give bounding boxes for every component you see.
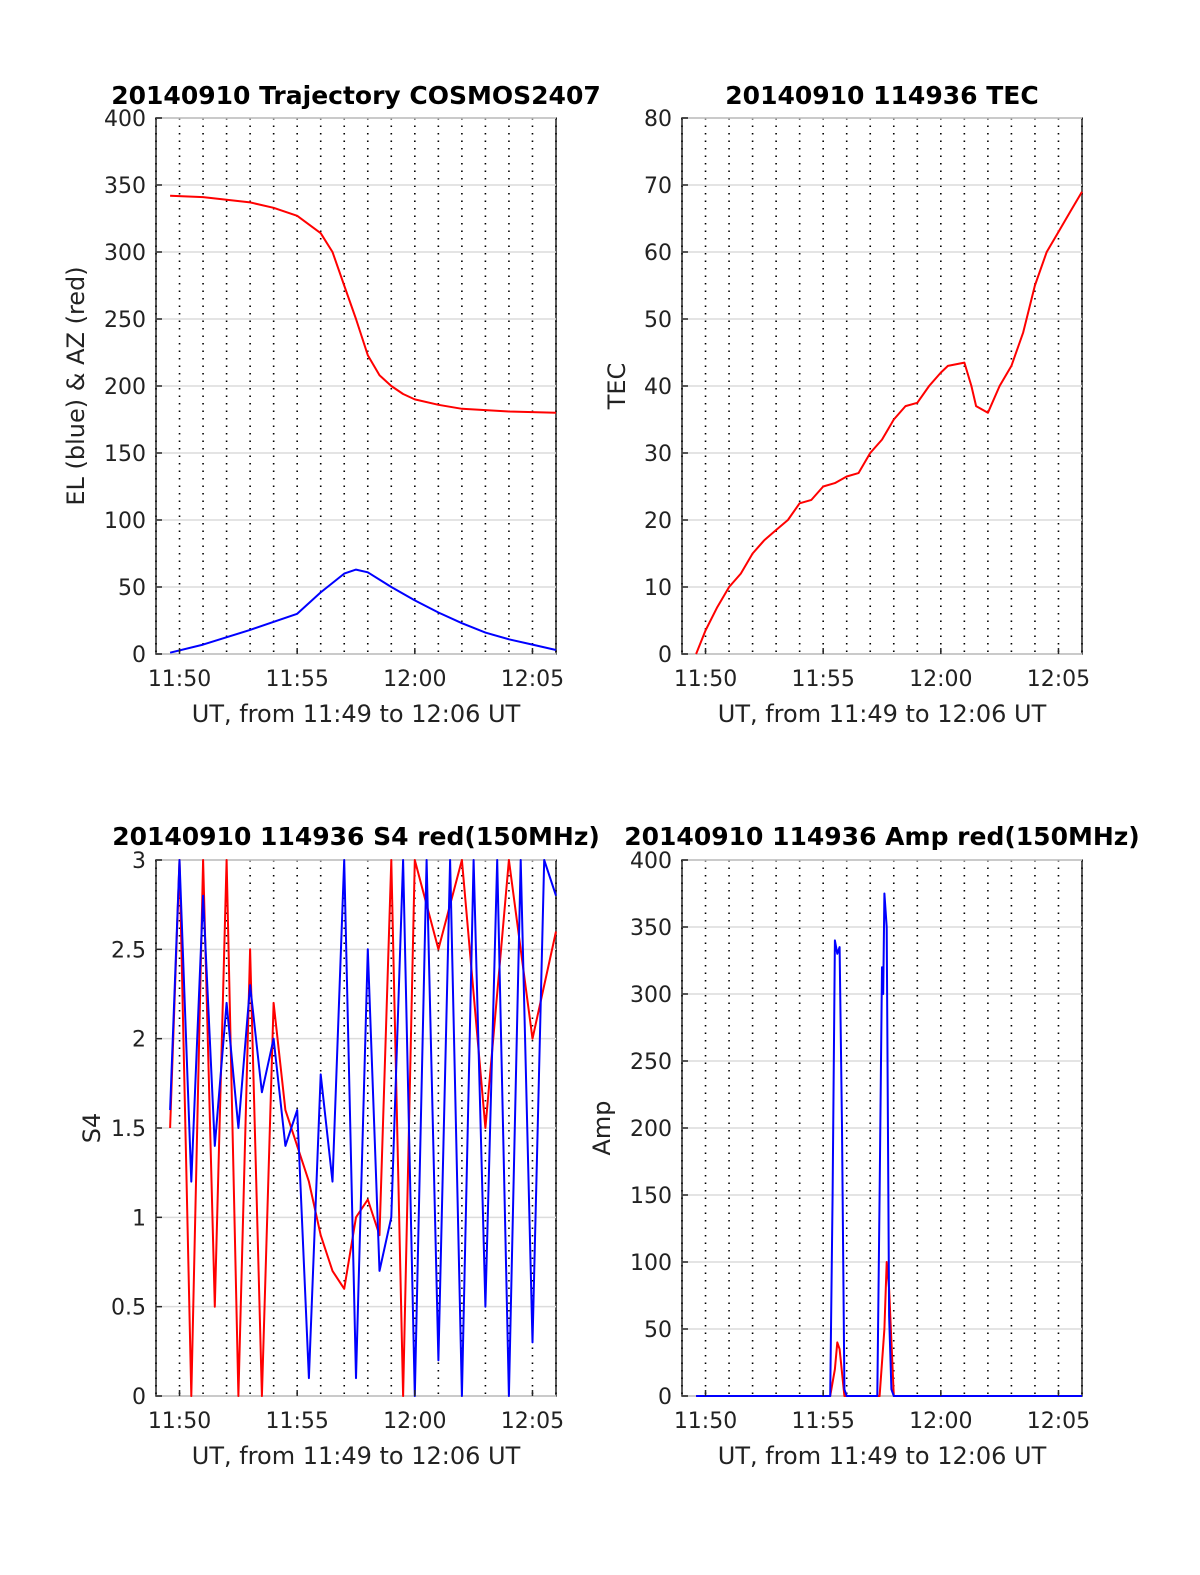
x-tick-label: 12:00 (383, 1409, 446, 1434)
x-tick-label: 11:55 (791, 667, 854, 692)
x-tick-label: 12:00 (383, 667, 446, 692)
y-tick-label: 300 (630, 983, 672, 1008)
y-axis-label-s4: S4 (78, 1113, 106, 1144)
y-tick-label: 350 (104, 174, 146, 199)
series-line-s4-1 (169, 859, 557, 1397)
y-tick-label: 150 (104, 442, 146, 467)
ticks-trajectory: 11:50 11:55 12:00 12:05 0 50 100 150 200 250 300 35… (104, 107, 564, 692)
y-tick-label: 400 (104, 107, 146, 132)
x-tick-label: 11:50 (148, 1409, 211, 1434)
y-axis-label-tec: TEC (603, 363, 631, 411)
x-tick-label: 11:55 (265, 1409, 328, 1434)
x-tick-label: 11:55 (791, 1409, 854, 1434)
chart-title-s4: 20140910 114936 S4 red(150MHz) (112, 822, 600, 851)
y-tick-label: 1.5 (111, 1117, 146, 1142)
x-axis-label-s4: UT, from 11:49 to 12:06 UT (192, 1442, 521, 1470)
chart-title-amp: 20140910 114936 Amp red(150MHz) (624, 822, 1140, 851)
y-tick-label: 2 (132, 1028, 146, 1053)
y-tick-label: 100 (104, 509, 146, 534)
x-tick-label: 12:05 (1027, 1409, 1090, 1434)
y-tick-label: 0 (132, 643, 146, 668)
y-tick-label: 50 (644, 308, 672, 333)
x-axis-label-trajectory: UT, from 11:49 to 12:06 UT (192, 700, 521, 728)
y-tick-label: 0 (658, 643, 672, 668)
x-tick-label: 11:50 (674, 667, 737, 692)
x-tick-label: 11:55 (265, 667, 328, 692)
y-tick-label: 0 (132, 1385, 146, 1410)
y-tick-label: 2.5 (111, 938, 146, 963)
x-tick-label: 12:05 (501, 667, 564, 692)
y-axis-label-trajectory: EL (blue) & AZ (red) (62, 266, 90, 505)
chart-title-trajectory: 20140910 Trajectory COSMOS2407 (111, 81, 601, 110)
y-tick-label: 250 (104, 308, 146, 333)
panel-trajectory: 11:50 11:55 12:00 12:05 0 50 100 150 200 250 300 35… (62, 81, 601, 728)
chart-title-tec: 20140910 114936 TEC (725, 81, 1038, 110)
y-tick-label: 0.5 (111, 1296, 146, 1321)
y-tick-label: 50 (644, 1318, 672, 1343)
ticks-amp: 11:50 11:55 12:00 12:05 0 50 100 150 200 250 300 35… (630, 849, 1090, 1434)
y-tick-label: 1 (132, 1206, 146, 1231)
y-tick-label: 40 (644, 375, 672, 400)
y-tick-label: 0 (658, 1385, 672, 1410)
panel-amp: 11:50 11:55 12:00 12:05 0 50 100 150 200 250 300 35… (588, 822, 1140, 1470)
y-tick-label: 60 (644, 241, 672, 266)
ticks-tec: 11:50 11:55 12:00 12:05 0 10 20 30 40 50 60 70 80 (644, 107, 1090, 692)
y-axis-label-amp: Amp (588, 1100, 616, 1155)
grid-tec (681, 117, 1083, 655)
series-tec (695, 191, 1083, 655)
x-tick-label: 11:50 (148, 667, 211, 692)
y-tick-label: 350 (630, 916, 672, 941)
x-tick-label: 12:00 (909, 1409, 972, 1434)
x-tick-label: 12:05 (501, 1409, 564, 1434)
series-amp (696, 892, 1082, 1397)
y-tick-label: 300 (104, 241, 146, 266)
x-axis-label-tec: UT, from 11:49 to 12:06 UT (718, 700, 1047, 728)
x-tick-label: 11:50 (674, 1409, 737, 1434)
ticks-s4: 11:50 11:55 12:00 12:05 0 0.5 1 1.5 2 2.5 3 (111, 849, 564, 1434)
y-tick-label: 100 (630, 1251, 672, 1276)
x-tick-label: 12:05 (1027, 667, 1090, 692)
series-line-tec-0 (695, 191, 1083, 655)
series-line-trajectory-0 (170, 194, 557, 414)
series-line-amp-1 (696, 892, 1082, 1397)
y-tick-label: 250 (630, 1050, 672, 1075)
series-line-trajectory-1 (169, 568, 557, 654)
y-tick-label: 50 (118, 576, 146, 601)
y-tick-label: 30 (644, 442, 672, 467)
y-tick-label: 3 (132, 849, 146, 874)
y-tick-label: 70 (644, 174, 672, 199)
x-axis-label-amp: UT, from 11:49 to 12:06 UT (718, 1442, 1047, 1470)
y-tick-label: 200 (104, 375, 146, 400)
y-tick-label: 80 (644, 107, 672, 132)
y-tick-label: 400 (630, 849, 672, 874)
panel-s4: 11:50 11:55 12:00 12:05 0 0.5 1 1.5 2 2.5 3 201409… (78, 822, 600, 1470)
x-tick-label: 12:00 (909, 667, 972, 692)
panel-tec: 11:50 11:55 12:00 12:05 0 10 20 30 40 50 60 70 80 20… (603, 81, 1090, 728)
y-tick-label: 20 (644, 509, 672, 534)
y-tick-label: 150 (630, 1184, 672, 1209)
series-s4 (169, 859, 557, 1397)
y-tick-label: 10 (644, 576, 672, 601)
y-tick-label: 200 (630, 1117, 672, 1142)
series-trajectory (169, 194, 557, 654)
